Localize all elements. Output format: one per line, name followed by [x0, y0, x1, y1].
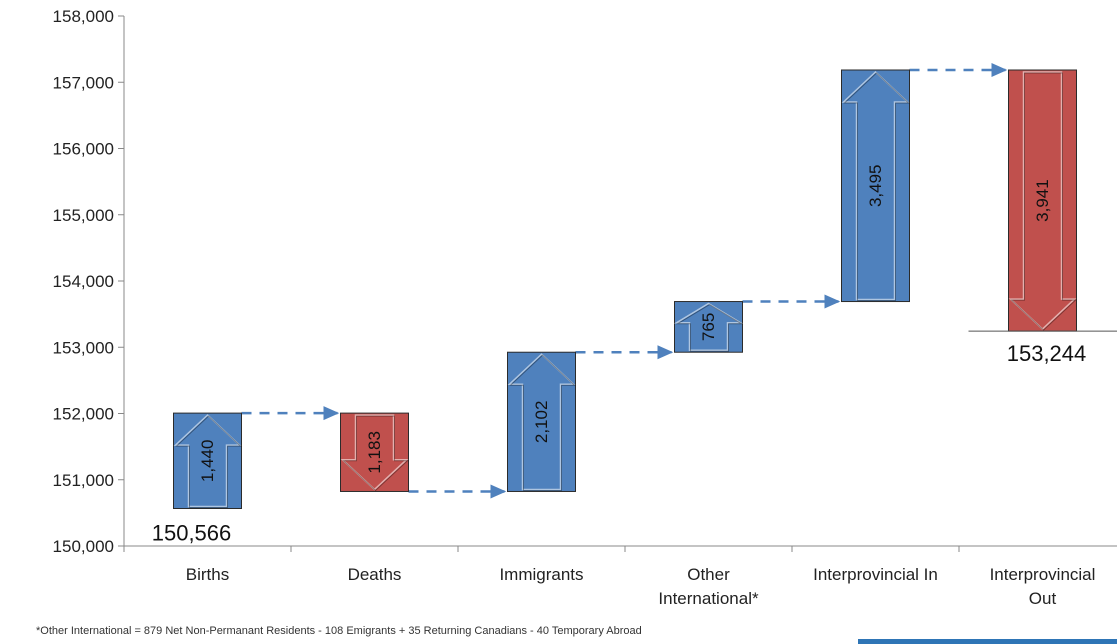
y-tick-label: 152,000 [53, 405, 114, 424]
y-tick-label: 150,000 [53, 537, 114, 556]
bars: 1,440 1,183 2,102 765 3,495 3,941 [173, 69, 1077, 510]
decrease-bar: 3,941 [1008, 69, 1077, 332]
arrow-shadow [1010, 72, 1077, 331]
category-label: Other [687, 565, 730, 584]
category-label: International* [658, 589, 759, 608]
bar-rect [1008, 69, 1077, 332]
y-tick-label: 154,000 [53, 272, 114, 291]
bar-rect [173, 412, 242, 510]
bar-value-label: 1,440 [198, 440, 217, 483]
increase-bar: 765 [673, 301, 744, 353]
bar-value-label: 3,941 [1033, 179, 1052, 222]
bar-value-label: 2,102 [532, 401, 551, 444]
category-label: Births [186, 565, 229, 584]
end-total-label: 153,244 [1007, 341, 1087, 366]
up-arrow-icon [507, 353, 576, 491]
y-tick-label: 158,000 [53, 7, 114, 26]
down-arrow-icon [340, 414, 409, 491]
footer-accent-bar [858, 639, 1117, 644]
y-tick-label: 151,000 [53, 471, 114, 490]
increase-bar: 3,495 [841, 69, 910, 303]
start-total-label: 150,566 [152, 521, 232, 546]
category-label: Interprovincial In [813, 565, 938, 584]
arrow-shadow [843, 72, 910, 302]
up-arrow-icon [173, 414, 242, 508]
y-axis: 150,000 151,000 152,000 153,000 154,000 155,0… [53, 7, 125, 556]
decrease-bar: 1,183 [340, 412, 409, 492]
arrow-shadow [175, 415, 242, 509]
total-labels: 150,566 153,244 [152, 330, 1117, 546]
footnote: *Other International = 879 Net Non-Perma… [36, 625, 642, 637]
category-label: Deaths [348, 565, 402, 584]
y-tick-label: 153,000 [53, 338, 114, 357]
arrow-shadow [509, 354, 576, 491]
y-tick-label: 157,000 [53, 73, 114, 92]
down-arrow-icon [1008, 71, 1077, 331]
category-label: Immigrants [499, 565, 583, 584]
x-axis: Births Deaths Immigrants Other International… [123, 545, 1117, 608]
arrow-shadow [675, 303, 744, 352]
category-label: Out [1029, 589, 1057, 608]
increase-bar: 1,440 [173, 412, 242, 510]
increase-bar: 2,102 [507, 351, 576, 492]
bar-value-label: 3,495 [866, 164, 885, 207]
bar-value-label: 765 [699, 313, 718, 341]
up-arrow-icon [673, 302, 744, 351]
bar-rect [340, 412, 409, 492]
bar-rect [674, 301, 743, 353]
arrow-shadow [342, 415, 409, 492]
y-tick-label: 155,000 [53, 206, 114, 225]
bar-rect [841, 69, 910, 303]
category-label: Interprovincial [990, 565, 1096, 584]
y-tick-label: 156,000 [53, 140, 114, 159]
connector-arrows [241, 62, 1008, 499]
bar-value-label: 1,183 [365, 431, 384, 474]
up-arrow-icon [841, 70, 910, 301]
